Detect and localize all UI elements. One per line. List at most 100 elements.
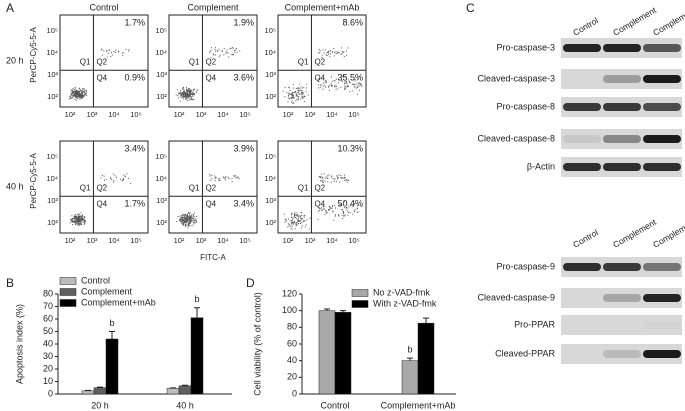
event-dot (80, 212, 82, 214)
event-dot (300, 93, 302, 95)
event-dot (191, 213, 193, 215)
quadrant-label: Q2 (205, 183, 216, 192)
event-dot (322, 85, 324, 87)
event-dot (338, 52, 340, 54)
event-dot (296, 215, 298, 217)
event-dot (327, 51, 329, 53)
event-dot (190, 96, 192, 98)
event-dot (291, 93, 293, 95)
event-dot (79, 93, 81, 95)
y-tick-label: 10⁵ (265, 152, 276, 161)
event-dot (187, 213, 189, 215)
event-dot (328, 208, 330, 210)
event-dot (294, 213, 296, 215)
event-dot (186, 220, 188, 222)
x-tick-label: 10⁵ (348, 236, 359, 245)
event-dot (340, 177, 342, 179)
event-dot (190, 215, 192, 217)
event-dot (306, 219, 308, 221)
event-dot (81, 220, 83, 222)
event-dot (353, 211, 355, 213)
event-dot (344, 75, 346, 77)
event-dot (192, 216, 194, 218)
event-dot (321, 57, 323, 59)
quadrant-label: Q1 (189, 57, 200, 66)
event-dot (193, 93, 195, 95)
event-dot (189, 88, 191, 90)
event-dot (330, 181, 332, 183)
event-dot (180, 216, 182, 218)
event-dot (186, 216, 188, 218)
event-dot (182, 215, 184, 217)
event-dot (75, 218, 77, 220)
event-dot (295, 217, 297, 219)
event-dot (330, 83, 332, 85)
event-dot (185, 222, 187, 224)
event-dot (180, 92, 182, 94)
event-dot (294, 228, 296, 230)
x-tick-label: 10⁴ (217, 236, 229, 245)
event-dot (185, 219, 187, 221)
event-dot (358, 85, 360, 87)
event-dot (77, 93, 79, 95)
event-dot (77, 95, 79, 97)
panel-label: B (6, 276, 14, 290)
event-dot (78, 91, 80, 93)
event-dot (78, 223, 80, 225)
event-dot (343, 75, 345, 77)
event-dot (303, 97, 305, 99)
event-dot (330, 207, 332, 209)
error-bar (194, 307, 200, 318)
event-dot (181, 221, 183, 223)
event-dot (301, 92, 303, 94)
event-dot (78, 94, 80, 96)
event-dot (301, 97, 303, 99)
event-dot (75, 221, 77, 223)
event-dot (86, 95, 88, 97)
event-dot (331, 85, 333, 87)
event-dot (72, 94, 74, 96)
event-dot (180, 91, 182, 93)
event-dot (192, 92, 194, 94)
event-dot (340, 53, 342, 55)
event-dot (188, 95, 190, 97)
plot-frame (59, 140, 149, 234)
event-dot (326, 51, 328, 53)
event-dot (185, 224, 187, 226)
event-dot (82, 219, 84, 221)
event-dot (341, 208, 343, 210)
legend-label: No z-VAD-fmk (373, 287, 430, 297)
event-dot (183, 215, 185, 217)
event-dot (73, 91, 75, 93)
event-dot (70, 221, 72, 223)
blot-label: Pro-caspase-8 (496, 101, 555, 111)
event-dot (77, 222, 79, 224)
event-dot (80, 96, 82, 98)
event-dot (123, 174, 125, 176)
event-dot (356, 93, 358, 95)
event-dot (74, 218, 76, 220)
event-dot (82, 216, 84, 218)
bar (166, 388, 180, 395)
event-dot (293, 98, 295, 100)
event-dot (228, 56, 230, 58)
event-dot (345, 88, 347, 90)
event-dot (231, 46, 233, 48)
event-dot (284, 96, 286, 98)
event-dot (319, 177, 321, 179)
event-dot (325, 86, 327, 88)
event-dot (298, 90, 300, 92)
event-dot (285, 219, 287, 221)
event-dot (299, 216, 301, 218)
event-dot (185, 225, 187, 227)
quadrant-label: Q2 (314, 183, 325, 192)
event-dot (346, 50, 348, 52)
event-dot (328, 205, 330, 207)
event-dot (185, 98, 187, 100)
event-dot (77, 224, 79, 226)
event-dot (191, 225, 193, 227)
event-dot (290, 222, 292, 224)
event-dot (187, 218, 189, 220)
event-dot (72, 224, 74, 226)
error-bar (85, 389, 91, 391)
